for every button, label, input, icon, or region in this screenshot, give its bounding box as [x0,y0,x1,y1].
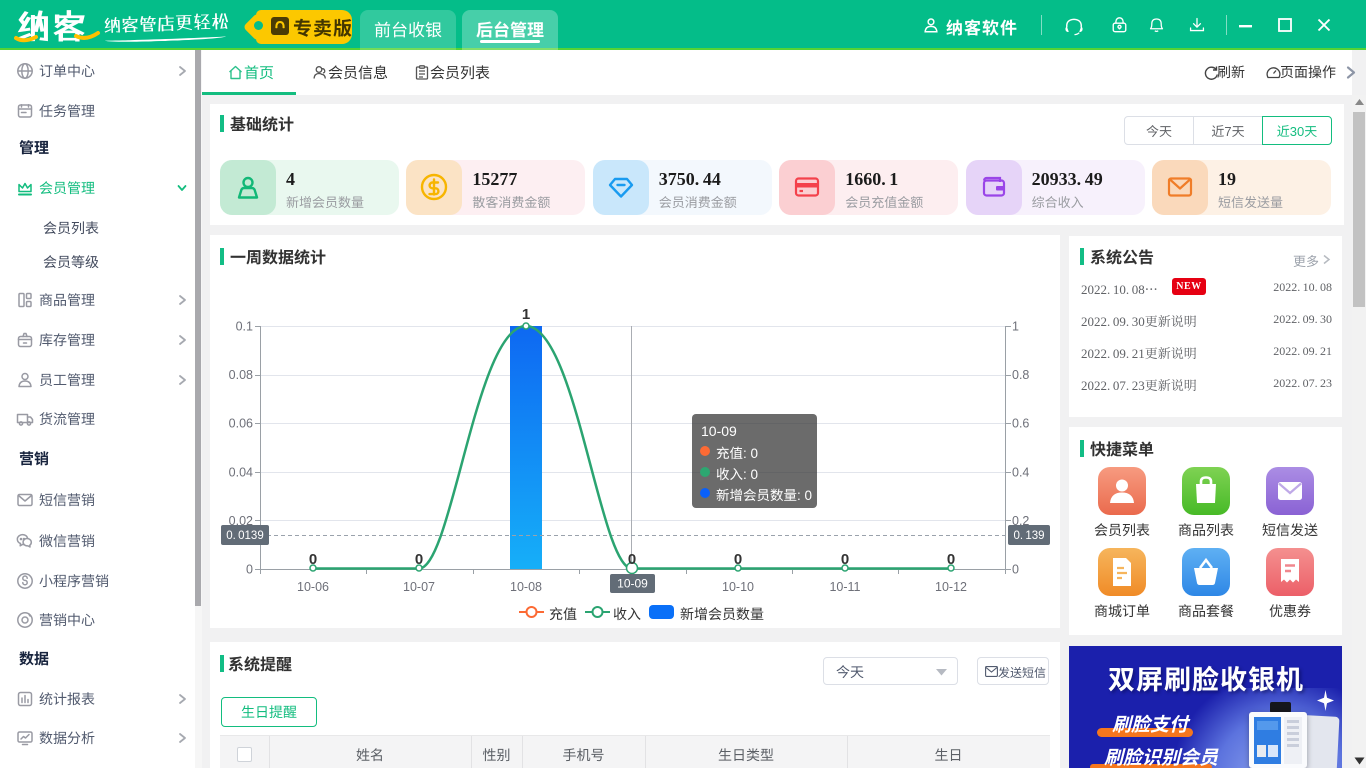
svg-text:0: 0 [628,551,636,568]
svg-text:10-08: 10-08 [510,580,542,594]
svg-text:0.06: 0.06 [229,417,253,431]
svg-text:0.6: 0.6 [1012,417,1029,431]
svg-text:0: 0 [1012,563,1019,577]
svg-text:0.04: 0.04 [229,465,253,479]
svg-text:1: 1 [1012,320,1019,334]
svg-text:0. 139: 0. 139 [1013,530,1044,542]
svg-text:1: 1 [522,306,530,323]
svg-text:10-09: 10-09 [617,577,648,591]
svg-text:0: 0 [415,551,423,568]
svg-text:0: 0 [947,551,955,568]
svg-text:0.8: 0.8 [1012,368,1029,382]
svg-text:0.02: 0.02 [229,514,253,528]
svg-text:10-11: 10-11 [829,580,860,594]
svg-text:10-12: 10-12 [935,580,967,594]
svg-text:10-10: 10-10 [722,580,754,594]
svg-text:10-06: 10-06 [297,580,329,594]
svg-text:0.2: 0.2 [1012,514,1029,528]
svg-text:0: 0 [309,551,317,568]
svg-text:0: 0 [734,551,742,568]
svg-text:0.08: 0.08 [229,368,253,382]
svg-text:0: 0 [246,563,253,577]
svg-text:0.4: 0.4 [1012,465,1029,479]
svg-text:0. 0139: 0. 0139 [226,530,263,542]
svg-text:0: 0 [841,551,849,568]
svg-text:0.1: 0.1 [236,320,253,334]
svg-text:10-07: 10-07 [403,580,435,594]
